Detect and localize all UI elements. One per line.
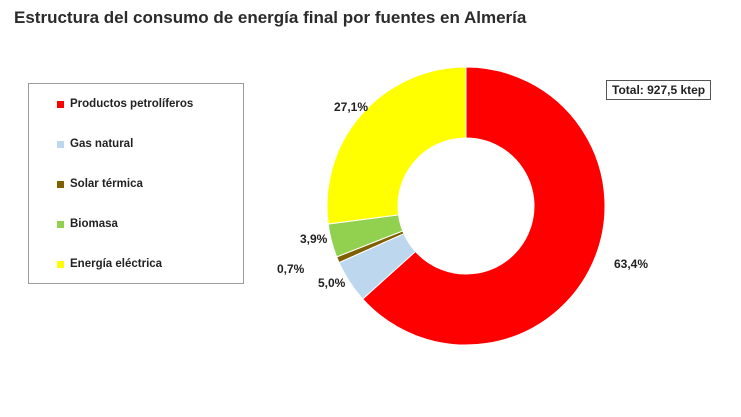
legend-item-solar-termica: Solar térmica bbox=[57, 178, 143, 190]
total-box: Total: 927,5 ktep bbox=[606, 80, 712, 100]
legend-item-energia-electrica: Energía eléctrica bbox=[57, 258, 162, 270]
legend-swatch bbox=[57, 180, 64, 188]
legend-swatch bbox=[57, 220, 64, 228]
legend-item-gas-natural: Gas natural bbox=[57, 138, 133, 150]
data-label: 27,1% bbox=[334, 100, 368, 114]
legend-label: Energía eléctrica bbox=[70, 258, 163, 270]
legend-label: Gas natural bbox=[70, 138, 134, 150]
legend-swatch bbox=[57, 100, 64, 108]
legend-label: Solar térmica bbox=[70, 178, 143, 190]
chart-title: Estructura del consumo de energía final … bbox=[14, 8, 527, 27]
data-label: 0,7% bbox=[277, 262, 305, 276]
legend-label: Biomasa bbox=[70, 218, 118, 230]
legend-item-biomasa: Biomasa bbox=[57, 218, 118, 230]
data-label: 5,0% bbox=[318, 276, 346, 290]
legend-label: Productos petrolíferos bbox=[70, 98, 194, 110]
legend-swatch bbox=[57, 260, 64, 268]
slice-energia-electrica bbox=[326, 66, 467, 225]
data-label: 3,9% bbox=[300, 232, 328, 246]
slice-productos-petroliferos bbox=[361, 66, 606, 346]
legend-swatch bbox=[57, 140, 64, 148]
legend-item-productos-petroliferos: Productos petrolíferos bbox=[57, 98, 193, 110]
legend: Productos petrolíferos Gas natural Solar… bbox=[28, 83, 244, 284]
data-label: 63,4% bbox=[614, 257, 648, 271]
